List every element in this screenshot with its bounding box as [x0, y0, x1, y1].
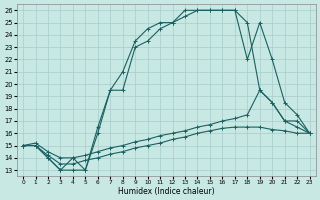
X-axis label: Humidex (Indice chaleur): Humidex (Indice chaleur) [118, 187, 215, 196]
